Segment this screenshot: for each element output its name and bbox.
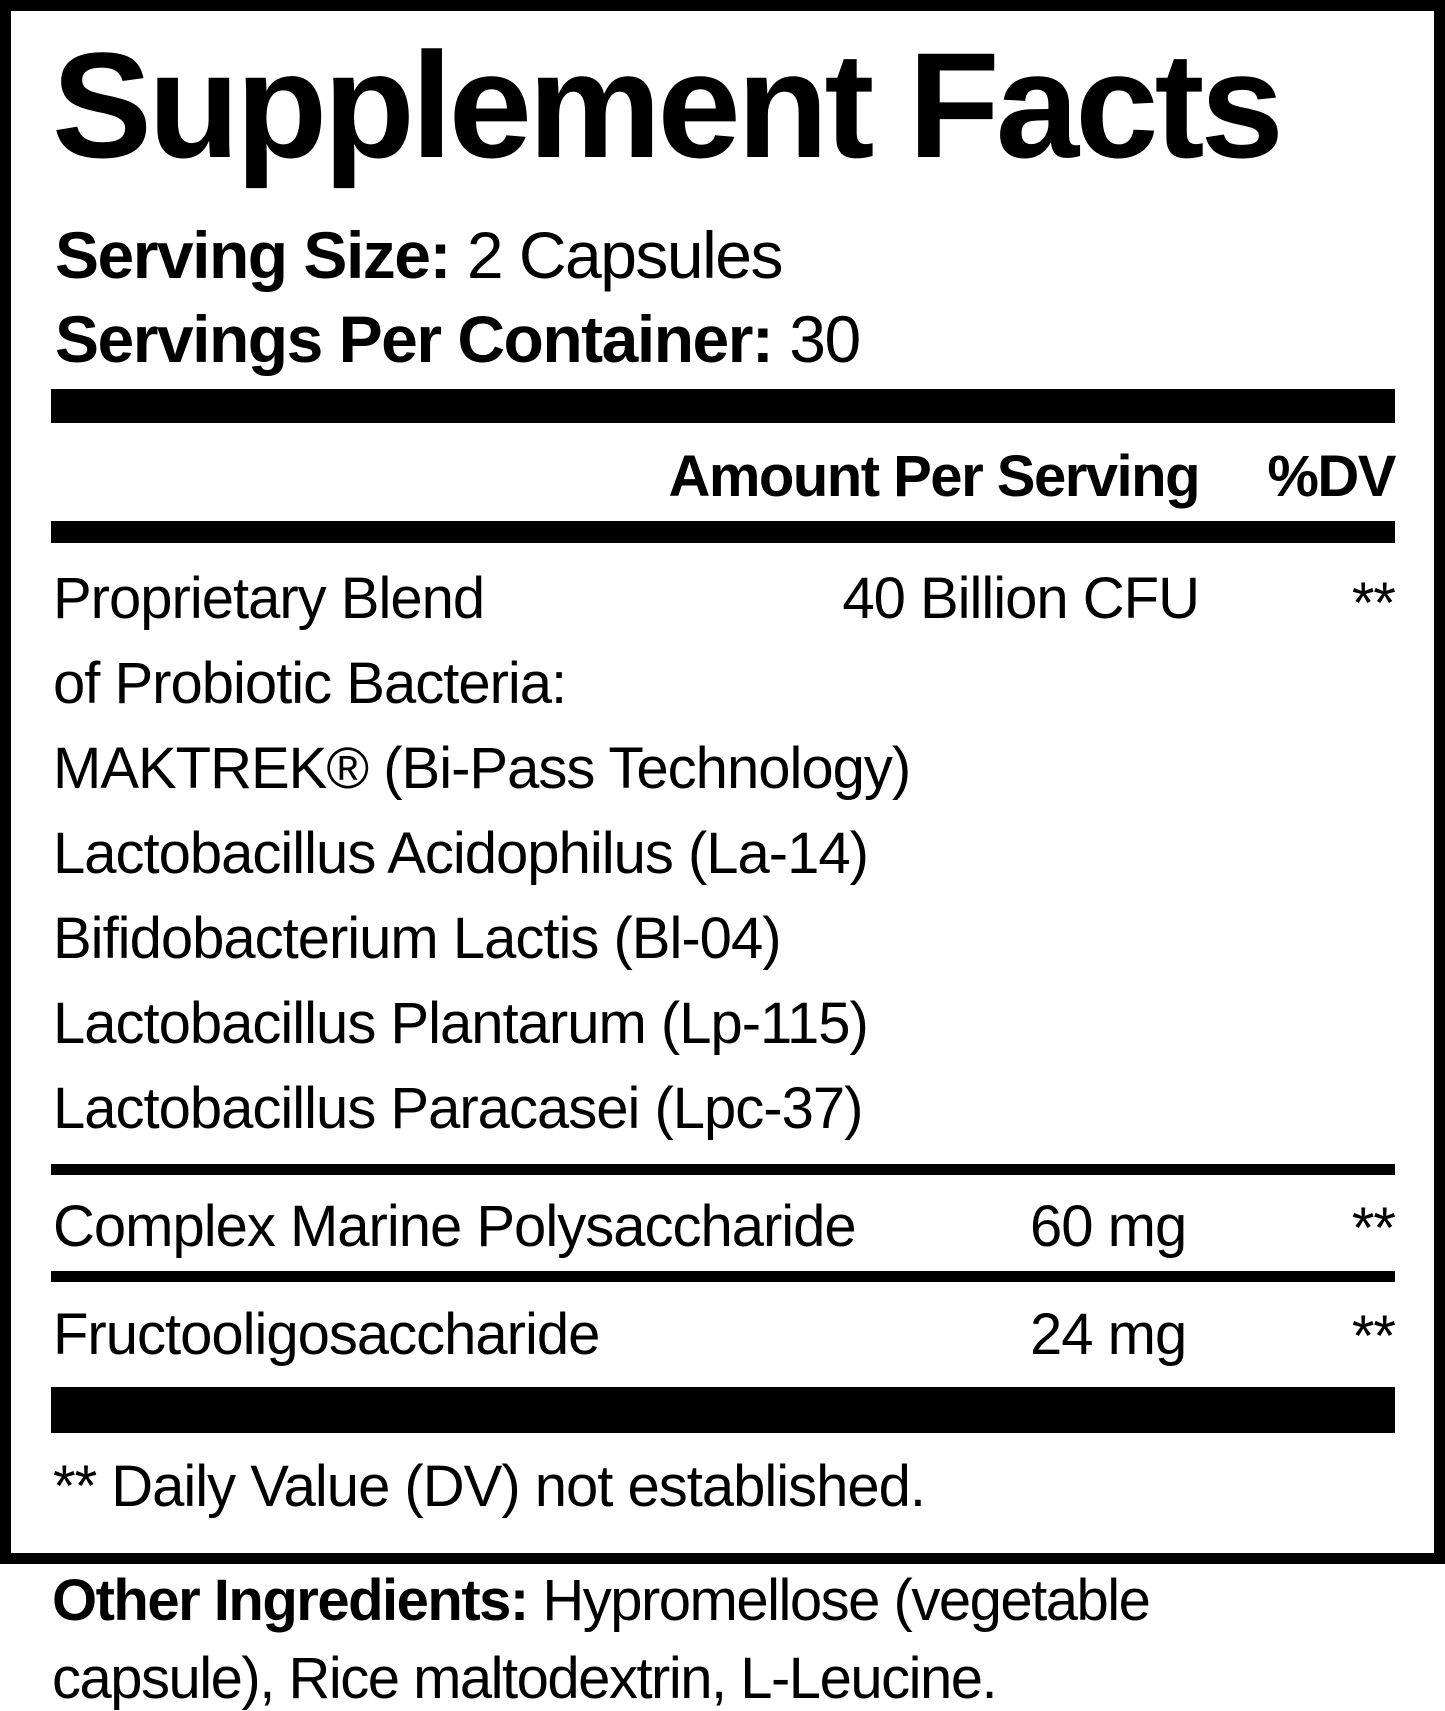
- other-ingredients-line2: capsule), Rice maltodextrin, L-Leucine.: [52, 1646, 998, 1711]
- divider-thin: [51, 1271, 1395, 1282]
- servings-per-container-label: Servings Per Container:: [55, 302, 774, 376]
- blend-line: Proprietary Blend: [53, 566, 485, 631]
- serving-size-label: Serving Size:: [55, 218, 451, 292]
- serving-size: Serving Size: 2 Capsules: [55, 222, 784, 288]
- blend-amount: 40 Billion CFU: [842, 566, 1200, 631]
- panel-title: Supplement Facts: [52, 21, 1284, 189]
- ingredient-name: Complex Marine Polysaccharide: [53, 1194, 857, 1259]
- blend-line: Lactobacillus Acidophilus (La-14): [53, 821, 869, 886]
- blend-line: Bifidobacterium Lactis (Bl-04): [53, 906, 782, 971]
- amount-per-serving-header: Amount Per Serving: [668, 444, 1200, 509]
- ingredient-dv: **: [1351, 1304, 1396, 1369]
- servings-per-container: Servings Per Container: 30: [55, 306, 861, 372]
- blend-line: MAKTREK® (Bi-Pass Technology): [53, 736, 911, 801]
- footnote: ** Daily Value (DV) not established.: [53, 1454, 926, 1519]
- dv-header: %DV: [1267, 444, 1396, 509]
- ingredient-dv: **: [1351, 1196, 1396, 1261]
- servings-per-container-value: 30: [789, 302, 861, 376]
- supplement-facts-panel: [0, 0, 1445, 1564]
- other-ingredients: Other Ingredients: Hypromellose (vegetab…: [52, 1572, 1151, 1630]
- divider-medium: [51, 521, 1395, 543]
- blend-line: of Probiotic Bacteria:: [53, 651, 567, 716]
- ingredient-name: Fructooligosaccharide: [53, 1302, 600, 1367]
- ingredient-amount: 24 mg: [1030, 1302, 1187, 1367]
- divider-thick: [51, 389, 1395, 423]
- divider-thin: [51, 1164, 1395, 1175]
- blend-line: Lactobacillus Plantarum (Lp-115): [53, 991, 869, 1056]
- ingredient-amount: 60 mg: [1030, 1194, 1187, 1259]
- other-ingredients-label: Other Ingredients:: [52, 1568, 529, 1633]
- serving-size-value: 2 Capsules: [466, 218, 784, 292]
- blend-line: Lactobacillus Paracasei (Lpc-37): [53, 1076, 863, 1141]
- other-ingredients-line1: Hypromellose (vegetable: [542, 1568, 1151, 1633]
- divider-thick: [51, 1387, 1395, 1433]
- blend-dv: **: [1351, 571, 1396, 636]
